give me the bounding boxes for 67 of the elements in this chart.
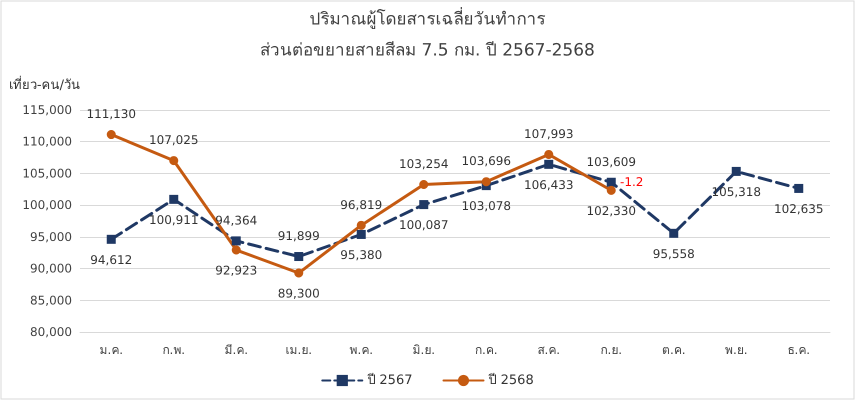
- point: [356, 230, 366, 239]
- data-label: 94,364: [215, 213, 258, 228]
- x-tick-label: เม.ย.: [285, 343, 312, 357]
- y-tick-label: 115,000: [22, 103, 72, 117]
- data-label: 95,558: [652, 246, 695, 261]
- legend-label: ปี 2568: [488, 372, 534, 388]
- point: [294, 268, 304, 278]
- y-tick-label: 110,000: [22, 134, 72, 149]
- x-tick-label: พ.ค.: [349, 343, 374, 357]
- y-axis-title: เที่ยว-คน/วัน: [8, 76, 80, 93]
- y-tick-label: 90,000: [30, 262, 72, 276]
- x-tick-label: ธ.ค.: [787, 343, 810, 357]
- y-tick-label: 100,000: [22, 198, 72, 212]
- x-tick-label: พ.ย.: [724, 343, 748, 357]
- x-tick-label: ต.ค.: [662, 343, 686, 357]
- data-label: 111,130: [86, 107, 136, 122]
- x-tick-label: ม.ค.: [99, 343, 124, 357]
- data-label: 96,819: [340, 198, 382, 212]
- point: [606, 178, 616, 187]
- chart-subtitle: ส่วนต่อขยายสายสีลม 7.5 กม. ปี 2567-2568: [260, 40, 595, 60]
- point: [169, 194, 178, 204]
- point: [106, 234, 116, 244]
- legend-label: ปี 2567: [366, 372, 412, 388]
- y-tick-label: 80,000: [30, 325, 72, 339]
- point: [606, 186, 616, 195]
- data-label: 100,911: [148, 212, 199, 227]
- y-tick-label: 105,000: [22, 166, 72, 180]
- x-tick-label: ส.ค.: [537, 343, 560, 357]
- point: [482, 177, 491, 186]
- data-label: 89,300: [278, 286, 320, 301]
- y-tick-label: 85,000: [30, 293, 72, 308]
- data-label: 91,899: [278, 229, 320, 244]
- data-label: 103,254: [398, 157, 449, 172]
- x-tick-label: ก.ค.: [474, 343, 498, 357]
- y-tick-label: 95,000: [30, 230, 72, 244]
- point: [232, 236, 241, 246]
- annotation: -1.2: [620, 175, 644, 189]
- data-label: 107,993: [524, 126, 574, 141]
- point: [294, 252, 304, 262]
- x-tick-label: ก.ย.: [600, 343, 622, 357]
- x-tick-label: มิ.ย.: [412, 343, 436, 357]
- point: [419, 180, 428, 189]
- point: [794, 184, 804, 193]
- data-label: 103,078: [461, 199, 512, 214]
- data-label: 106,433: [524, 178, 574, 192]
- x-tick-label: ก.พ.: [162, 343, 186, 357]
- data-label: 103,609: [586, 154, 636, 169]
- x-tick-label: มี.ค.: [224, 343, 248, 357]
- data-label: 105,318: [711, 184, 762, 199]
- data-label: 103,696: [461, 154, 512, 168]
- point: [544, 150, 554, 159]
- data-label: 107,025: [148, 133, 199, 148]
- chart-title: ปริมาณผู้โดยสารเฉลี่ยวันทำการ: [310, 6, 546, 30]
- point: [232, 246, 241, 255]
- point: [356, 220, 366, 230]
- point: [169, 156, 178, 166]
- data-label: 102,330: [586, 204, 636, 218]
- point: [544, 160, 554, 169]
- data-label: 95,380: [340, 248, 382, 262]
- data-label: 92,923: [215, 264, 258, 278]
- data-label: 102,635: [774, 202, 824, 216]
- data-label: 100,087: [398, 218, 449, 232]
- point: [106, 130, 116, 140]
- point: [669, 228, 678, 238]
- point: [419, 200, 428, 210]
- data-label: 94,612: [90, 252, 132, 267]
- point: [732, 166, 741, 176]
